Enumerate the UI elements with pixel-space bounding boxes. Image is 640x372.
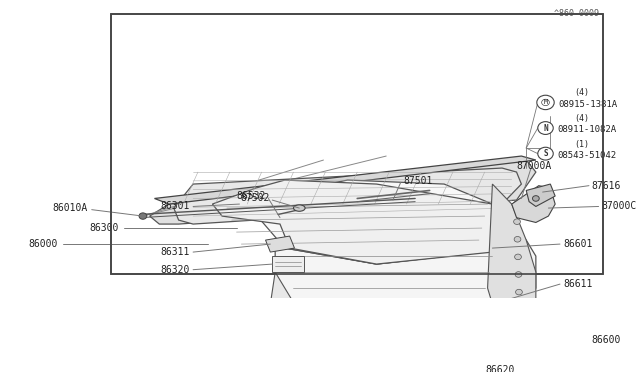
Text: ^860 0009: ^860 0009 <box>554 9 598 17</box>
Text: 87502: 87502 <box>240 193 269 203</box>
Polygon shape <box>154 156 536 204</box>
Circle shape <box>532 196 540 201</box>
Polygon shape <box>266 236 294 252</box>
Text: N: N <box>543 124 548 132</box>
Text: 87000A: 87000A <box>516 161 552 171</box>
Polygon shape <box>260 180 512 264</box>
Bar <box>111 15 604 275</box>
Bar <box>111 15 604 275</box>
Text: 86611: 86611 <box>563 279 592 289</box>
Text: 86301: 86301 <box>161 202 190 211</box>
Text: (4): (4) <box>575 88 589 97</box>
Circle shape <box>514 219 520 224</box>
Text: 87000C: 87000C <box>602 202 637 211</box>
Polygon shape <box>174 168 522 224</box>
Text: (1): (1) <box>575 140 589 148</box>
Text: 86601: 86601 <box>563 239 592 249</box>
Polygon shape <box>212 180 512 264</box>
Ellipse shape <box>294 205 305 211</box>
Text: 86000: 86000 <box>29 239 58 249</box>
Circle shape <box>541 99 549 106</box>
Text: 08543-51042: 08543-51042 <box>557 151 616 160</box>
Text: 86300: 86300 <box>90 223 119 233</box>
Circle shape <box>516 307 523 312</box>
Circle shape <box>538 122 553 134</box>
Circle shape <box>538 147 553 160</box>
Text: 08911-1082A: 08911-1082A <box>557 125 616 134</box>
Circle shape <box>515 254 522 260</box>
Text: 86600: 86600 <box>592 335 621 345</box>
Text: 86532: 86532 <box>236 191 266 201</box>
Text: 08915-1381A: 08915-1381A <box>558 100 617 109</box>
Circle shape <box>516 289 522 295</box>
Circle shape <box>514 237 521 242</box>
Text: (4): (4) <box>575 114 589 123</box>
Text: S: S <box>543 149 548 158</box>
Circle shape <box>516 324 524 330</box>
Polygon shape <box>275 312 536 372</box>
Circle shape <box>537 95 554 110</box>
Polygon shape <box>150 160 536 224</box>
Text: 87616: 87616 <box>592 181 621 191</box>
Circle shape <box>513 201 520 207</box>
Text: 86010A: 86010A <box>52 203 88 213</box>
Text: 86620: 86620 <box>486 365 515 372</box>
Text: 86311: 86311 <box>161 247 190 257</box>
Polygon shape <box>488 184 536 344</box>
Polygon shape <box>270 272 300 320</box>
Text: M: M <box>543 99 548 105</box>
Polygon shape <box>526 184 555 206</box>
Text: 87501: 87501 <box>404 176 433 186</box>
Polygon shape <box>272 256 304 272</box>
Polygon shape <box>512 186 555 222</box>
Circle shape <box>515 272 522 277</box>
Text: 86320: 86320 <box>161 265 190 275</box>
Polygon shape <box>275 224 536 320</box>
Circle shape <box>139 213 147 219</box>
